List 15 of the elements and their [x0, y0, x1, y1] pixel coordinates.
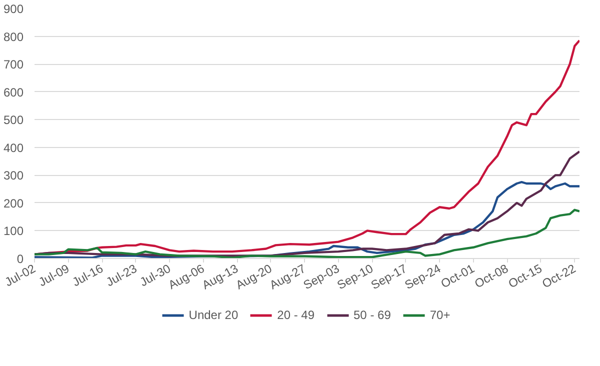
legend-label: 70+ — [430, 308, 450, 322]
y-tick-label: 500 — [3, 113, 24, 128]
y-tick-label: 100 — [3, 224, 24, 238]
y-tick-label: 300 — [3, 168, 24, 183]
y-tick-label: 400 — [3, 140, 24, 155]
y-tick-label: 600 — [3, 85, 24, 100]
y-tick-label: 900 — [3, 2, 24, 16]
legend-label: Under 20 — [188, 308, 238, 322]
line-series — [34, 208, 580, 258]
y-tick-label: 200 — [3, 196, 24, 210]
legend-label: 50 - 69 — [354, 308, 391, 322]
y-tick-label: 800 — [3, 30, 24, 44]
legend-label: 20 - 49 — [277, 308, 315, 322]
y-tick-label: 700 — [3, 58, 24, 72]
y-tick-label: 0 — [16, 252, 24, 266]
